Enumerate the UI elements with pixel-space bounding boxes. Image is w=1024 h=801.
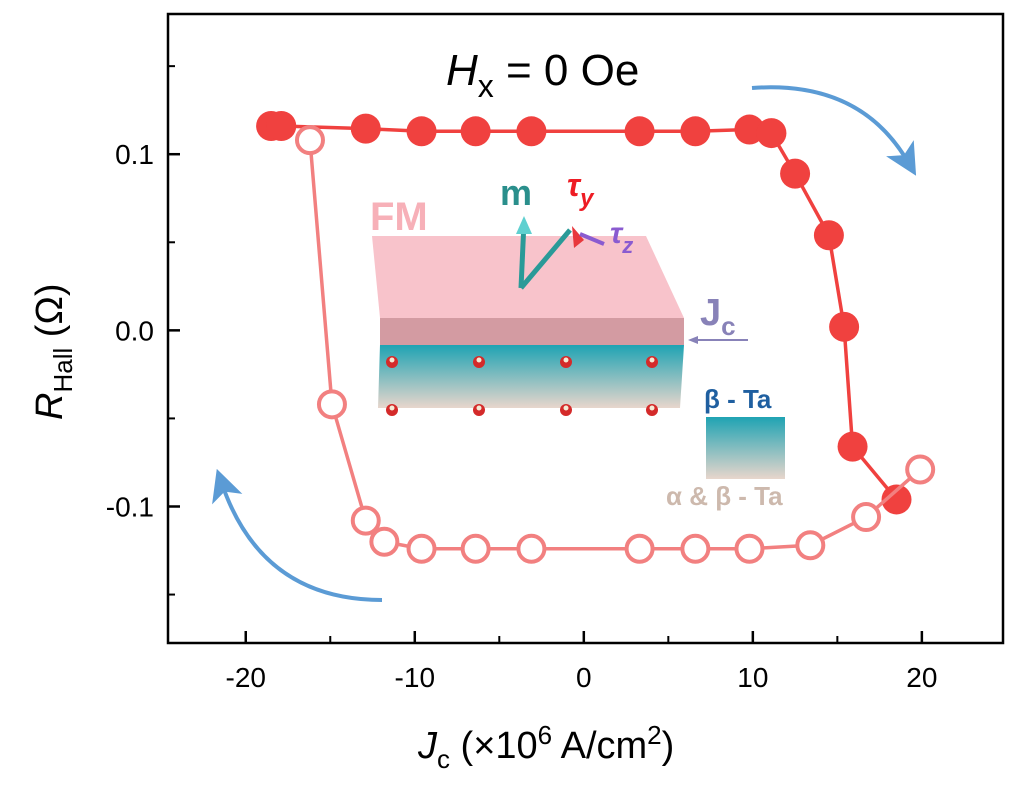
- x-tick-label: -10: [395, 662, 435, 693]
- data-point-open: [734, 533, 765, 564]
- data-point-filled: [680, 116, 711, 147]
- data-point-filled: [813, 220, 844, 251]
- atom-highlight: [476, 357, 482, 363]
- data-point-filled: [881, 484, 912, 515]
- fm-layer-side: [380, 318, 684, 345]
- y-tick-label: -0.1: [106, 491, 154, 522]
- m-label: m: [500, 172, 532, 213]
- atom-highlight: [563, 357, 569, 363]
- y-tick-label: 0.0: [115, 315, 154, 346]
- data-series: [256, 111, 936, 564]
- data-point-filled: [734, 114, 765, 145]
- data-point-filled: [837, 431, 868, 462]
- chart-title: Hx = 0 Oe: [446, 46, 639, 104]
- current-arrowhead-icon: [688, 336, 698, 344]
- beta-ta-label: β - Ta: [704, 384, 772, 414]
- data-point-open: [851, 502, 882, 533]
- atoms: [386, 356, 658, 416]
- sweep-arrow-right: [751, 85, 917, 176]
- data-point-open: [316, 389, 347, 420]
- data-point-filled: [266, 111, 297, 142]
- tau-z-label: τz: [610, 217, 633, 258]
- data-point-filled: [350, 113, 381, 144]
- plot-frame: [166, 12, 1005, 645]
- data-point-open: [294, 125, 325, 156]
- jc-label: Jc: [700, 292, 736, 341]
- data-point-open: [406, 533, 437, 564]
- data-point-open: [460, 533, 491, 564]
- tau-y-arrowhead-icon: [572, 226, 584, 248]
- data-point-open: [905, 454, 936, 485]
- tau-y-label: τy: [567, 167, 595, 212]
- data-point-open: [350, 505, 381, 536]
- data-point-filled: [516, 116, 547, 147]
- tilted-m-vector: [519, 228, 572, 290]
- x-tick-label: -20: [226, 662, 266, 693]
- data-point-filled: [406, 116, 437, 147]
- x-tick-label: 0: [576, 662, 592, 693]
- atom-highlight: [476, 405, 482, 411]
- m-arrowhead-icon: [516, 216, 532, 234]
- data-point-open: [624, 533, 655, 564]
- x-tick-label: 10: [737, 662, 768, 693]
- atom-highlight: [649, 405, 655, 411]
- x-tick-label: 20: [906, 662, 937, 693]
- data-point-filled: [756, 118, 787, 149]
- data-point-open: [680, 533, 711, 564]
- axes: -20 -10 0 10 20 -0.1 0.0 0.1: [106, 65, 937, 693]
- inset-diagram: FM m τy τz Jc β - Ta α & β - Ta: [370, 167, 785, 511]
- ta-gradient-legend: [706, 417, 785, 479]
- data-point-filled: [624, 116, 655, 147]
- data-point-filled: [460, 116, 491, 147]
- atom-highlight: [563, 405, 569, 411]
- y-axis-label: RHall (Ω): [29, 283, 78, 420]
- data-point-open: [795, 530, 826, 561]
- ta-layer: [378, 345, 684, 408]
- fm-label: FM: [370, 195, 428, 239]
- y-tick-label: 0.1: [115, 139, 154, 170]
- sweep-arrow-left: [212, 468, 383, 602]
- x-axis-label: Jc (×106 A/cm2): [417, 720, 674, 774]
- data-point-filled: [829, 311, 860, 342]
- atom-highlight: [649, 357, 655, 363]
- alpha-beta-ta-label: α & β - Ta: [666, 481, 783, 511]
- atom-highlight: [389, 405, 395, 411]
- tau-z-vector: [579, 232, 605, 246]
- data-point-filled: [780, 158, 811, 189]
- data-point-open: [516, 533, 547, 564]
- atom-highlight: [389, 357, 395, 363]
- data-point-open: [369, 526, 400, 557]
